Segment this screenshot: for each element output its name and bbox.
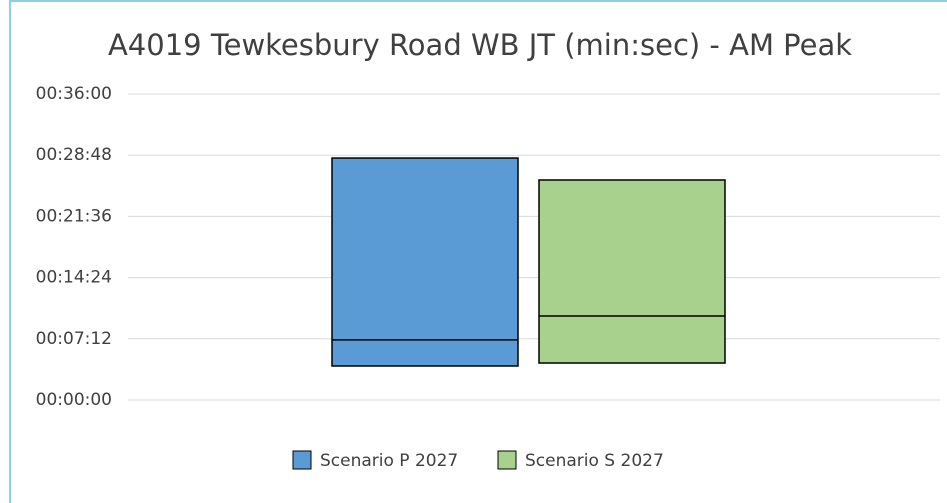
y-tick-label: 00:28:48 bbox=[36, 145, 112, 165]
y-tick-label: 00:14:24 bbox=[36, 268, 112, 288]
y-tick-label: 00:21:36 bbox=[36, 206, 112, 226]
legend-label: Scenario S 2027 bbox=[525, 451, 664, 471]
box bbox=[331, 157, 519, 367]
y-tick-label: 00:00:00 bbox=[36, 390, 112, 410]
legend-swatch bbox=[292, 450, 312, 470]
legend-label: Scenario P 2027 bbox=[320, 451, 458, 471]
chart-title: A4019 Tewkesbury Road WB JT (min:sec) - … bbox=[108, 28, 852, 62]
box bbox=[538, 179, 726, 364]
legend-swatch bbox=[497, 450, 517, 470]
y-tick-label: 00:07:12 bbox=[36, 329, 112, 349]
y-tick-label: 00:36:00 bbox=[36, 84, 112, 104]
